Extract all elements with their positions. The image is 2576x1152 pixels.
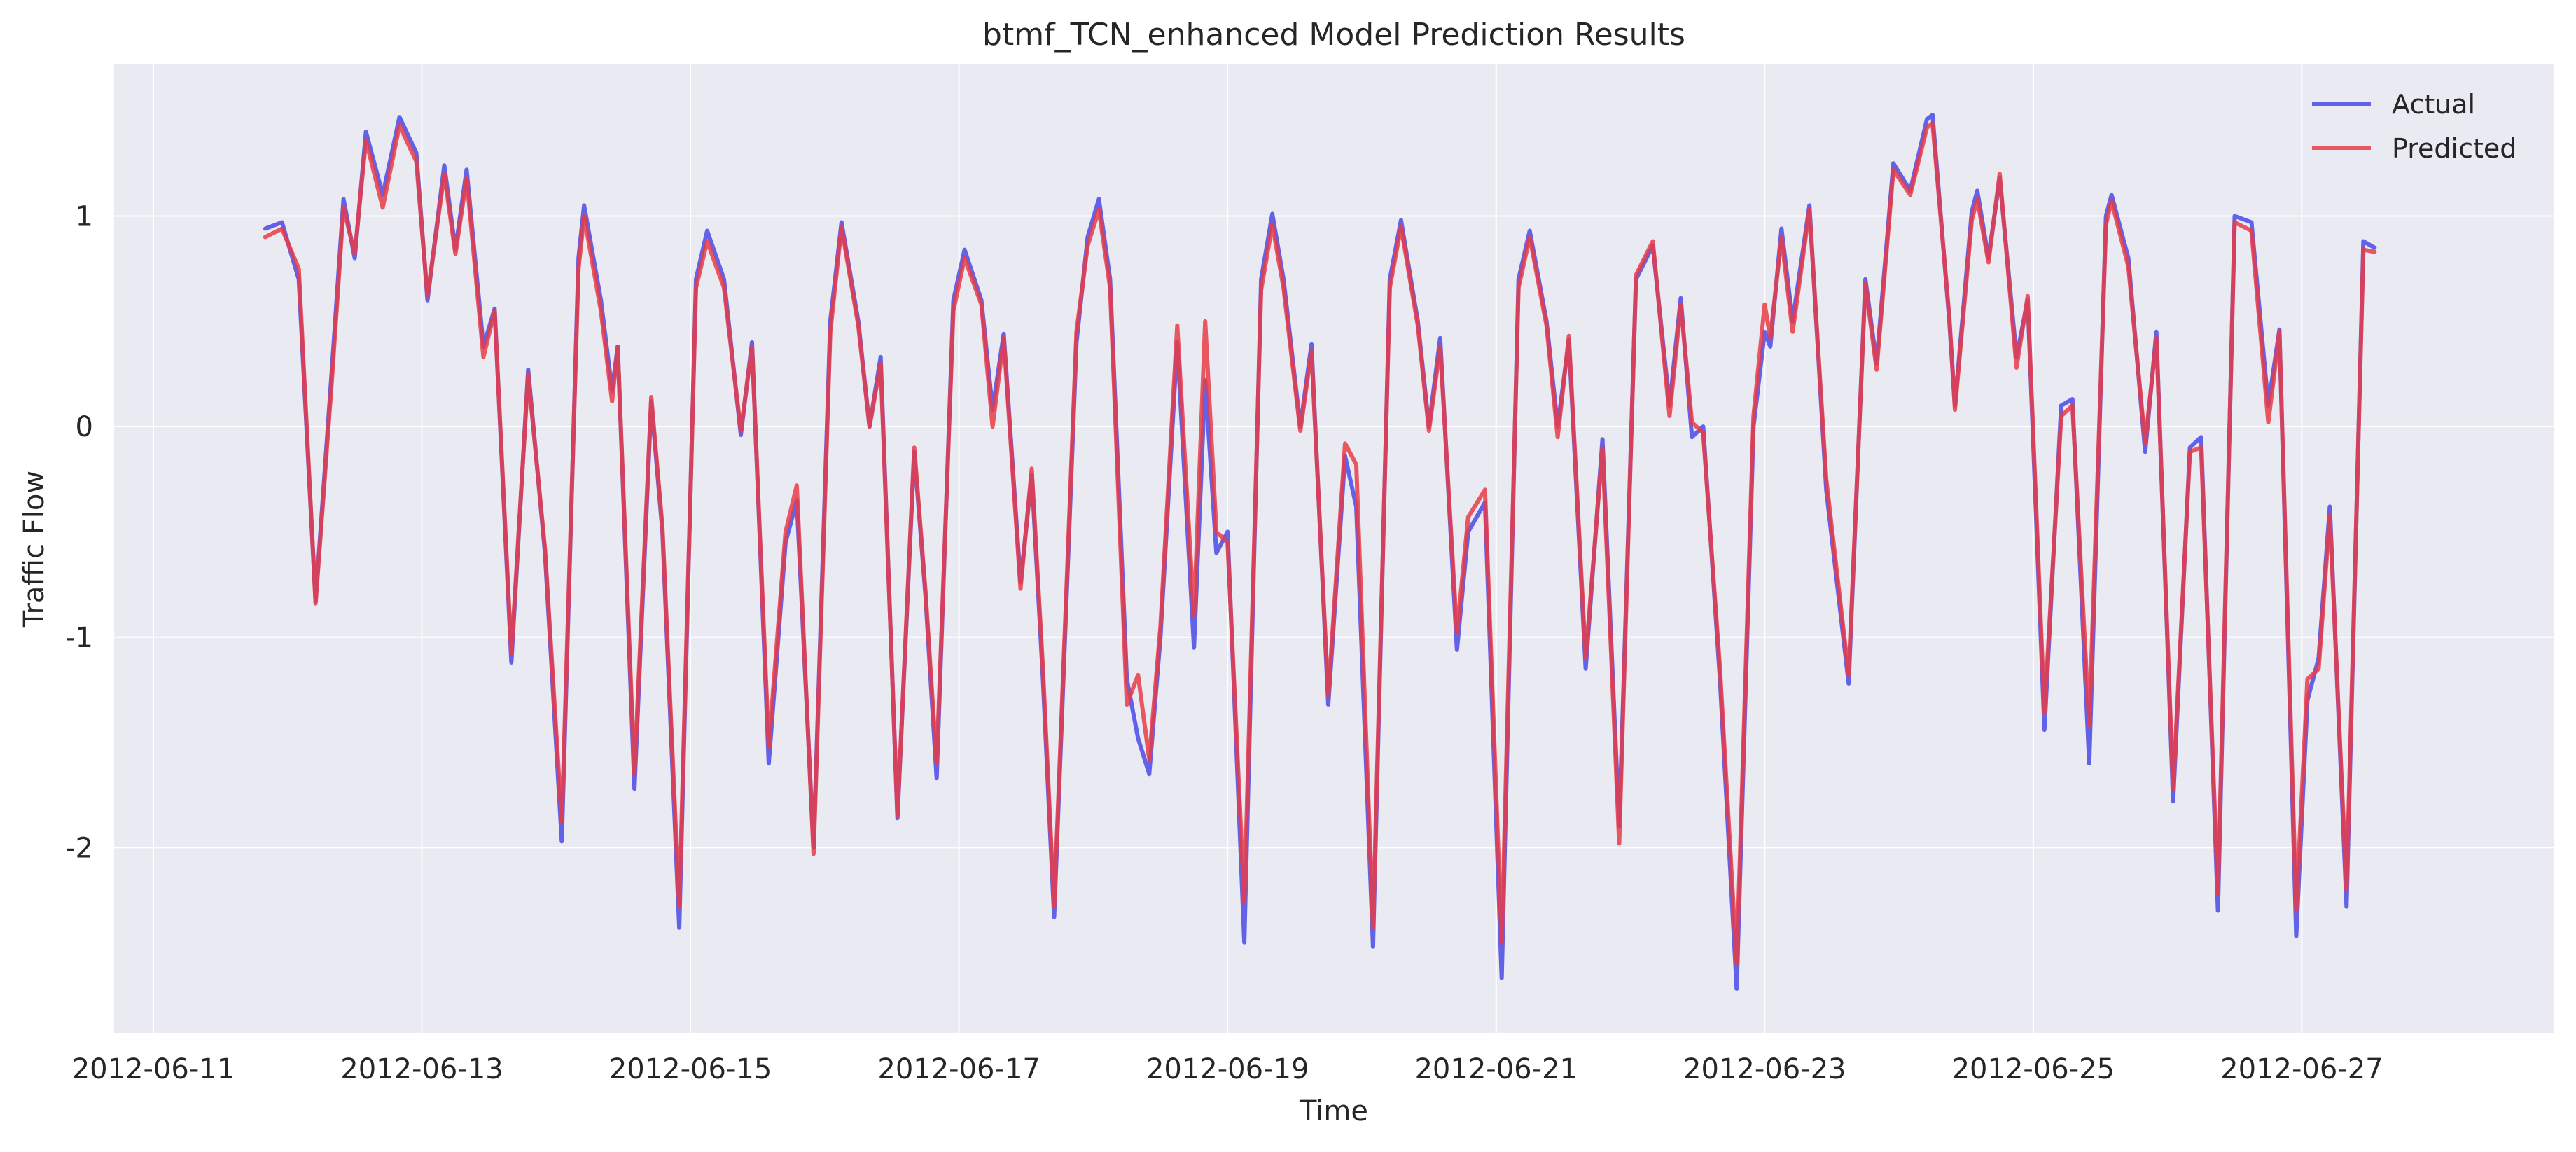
y-axis-label: Traffic Flow: [18, 471, 50, 628]
series-line-predicted: [263, 121, 2377, 966]
legend-label-actual: Actual: [2392, 89, 2475, 120]
chart-title: btmf_TCN_enhanced Model Prediction Resul…: [982, 17, 1685, 53]
x-tick-label: 2012-06-25: [1952, 1053, 2115, 1085]
tick-labels: 1 0 -1 -2 2012-06-11 2012-06-13 2012-06-15 2012…: [65, 200, 2383, 1085]
series-layer: [263, 113, 2377, 991]
x-tick-label: 2012-06-27: [2220, 1053, 2383, 1085]
y-tick-label: 0: [76, 411, 93, 443]
x-axis-label: Time: [1299, 1095, 1368, 1127]
x-tick-label: 2012-06-17: [877, 1053, 1040, 1085]
x-tick-label: 2012-06-23: [1683, 1053, 1846, 1085]
y-tick-label: -1: [65, 622, 93, 654]
legend-label-predicted: Predicted: [2392, 133, 2516, 164]
x-tick-label: 2012-06-19: [1146, 1053, 1309, 1085]
x-tick-label: 2012-06-21: [1414, 1053, 1577, 1085]
y-tick-label: 1: [76, 200, 93, 233]
legend: Actual Predicted: [2312, 89, 2516, 164]
x-tick-label: 2012-06-15: [609, 1053, 772, 1085]
y-tick-label: -2: [65, 832, 93, 864]
plot-area: [114, 64, 2554, 1033]
x-tick-label: 2012-06-13: [340, 1053, 503, 1085]
x-tick-label: 2012-06-11: [72, 1053, 235, 1085]
